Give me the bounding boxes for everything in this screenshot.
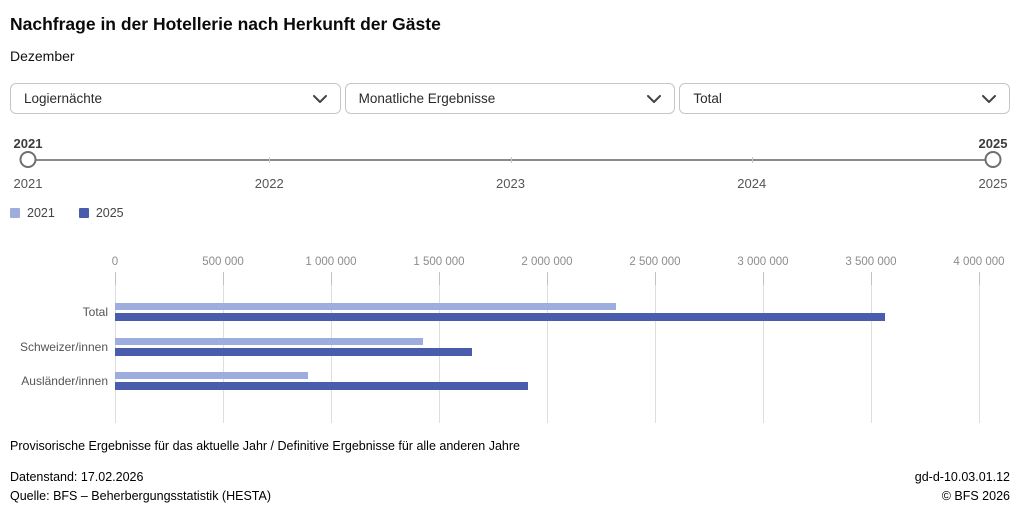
category-label: Total (82, 305, 108, 319)
gridline (979, 277, 980, 423)
bar-2021-Schweizer/innen[interactable] (115, 338, 423, 345)
slider-end-value: 2025 (978, 136, 1008, 151)
slider-track-tick (510, 157, 512, 163)
footer-right: gd-d-10.03.01.12 © BFS 2026 (915, 468, 1010, 506)
x-axis-tick-label: 500 000 (202, 256, 244, 268)
x-axis-tick-label: 1 500 000 (413, 256, 465, 268)
chevron-down-icon (647, 94, 662, 103)
year-range-slider: 2021 2025 2021 2022 2023 2024 2025 (10, 136, 1010, 192)
slider-track-tick (269, 157, 271, 163)
plot-area (115, 272, 1010, 423)
bar-2021-Ausländer/innen[interactable] (115, 372, 308, 379)
page-subtitle: Dezember (10, 48, 75, 64)
filter-bar: Logiernächte Monatliche Ergebnisse Total (10, 83, 1011, 114)
legend-swatch (78, 208, 89, 218)
axis-tick (439, 272, 440, 285)
legend-label: 2021 (27, 206, 55, 220)
category-label: Schweizer/innen (19, 340, 108, 354)
axis-tick (223, 272, 224, 285)
chart-note: Provisorische Ergebnisse für das aktuell… (10, 439, 520, 453)
gridline (655, 277, 656, 423)
axis-tick (331, 272, 332, 285)
legend-item-2021[interactable]: 2021 (10, 206, 55, 220)
x-axis-tick-label: 0 (111, 256, 119, 268)
gridline (763, 277, 764, 423)
x-axis-tick-label: 1 000 000 (305, 256, 357, 268)
x-axis-tick-label: 2 000 000 (521, 256, 573, 268)
chart-legend: 2021 2025 (10, 206, 1010, 220)
dropdown-indicator-value: Logiernächte (24, 91, 103, 106)
slider-track-tick (751, 157, 753, 163)
slider-tick-label: 2022 (254, 176, 284, 191)
footer-left: Datenstand: 17.02.2026 Quelle: BFS – Beh… (10, 468, 271, 506)
page-title: Nachfrage in der Hotellerie nach Herkunf… (10, 14, 441, 34)
axis-tick (547, 272, 548, 285)
axis-tick (115, 272, 116, 285)
gridline (871, 277, 872, 423)
slider-start-value: 2021 (13, 136, 43, 151)
dropdown-origin[interactable]: Total (679, 83, 1011, 114)
axis-tick (979, 272, 980, 285)
source: Quelle: BFS – Beherbergungsstatistik (HE… (10, 489, 271, 503)
bar-chart: 0 500 000 1 000 000 1 500 000 2 000 000 2 500… (10, 256, 1010, 423)
slider-tick-label: 2023 (496, 176, 525, 191)
dropdown-indicator[interactable]: Logiernächte (10, 83, 341, 114)
data-status: Datenstand: 17.02.2026 (10, 470, 144, 484)
chevron-down-icon (982, 94, 997, 103)
dropdown-origin-value: Total (693, 91, 722, 106)
x-axis-tick-label: 2 500 000 (629, 256, 681, 268)
axis-tick (763, 272, 764, 285)
slider-handle-start[interactable] (19, 151, 37, 168)
legend-item-2025[interactable]: 2025 (78, 206, 124, 220)
slider-tick-label: 2024 (737, 176, 767, 191)
category-label: Ausländer/innen (21, 374, 108, 388)
chevron-down-icon (312, 94, 327, 103)
x-axis-tick-label: 3 500 000 (845, 256, 897, 268)
hesta-chart-widget: Nachfrage in der Hotellerie nach Herkunf… (10, 14, 1011, 506)
bar-2025-Schweizer/innen[interactable] (115, 348, 472, 356)
footer: Datenstand: 17.02.2026 Quelle: BFS – Beh… (10, 468, 1010, 506)
bar-2021-Total[interactable] (115, 303, 616, 310)
legend-swatch (10, 208, 20, 218)
dropdown-periodicity[interactable]: Monatliche Ergebnisse (344, 83, 676, 114)
axis-tick (871, 272, 872, 285)
copyright: © BFS 2026 (941, 489, 1010, 503)
gridline (547, 277, 548, 423)
slider-handle-end[interactable] (984, 151, 1002, 168)
bar-2025-Total[interactable] (115, 313, 885, 321)
legend-label: 2025 (95, 206, 124, 220)
x-axis-tick-label: 3 000 000 (737, 256, 789, 268)
dropdown-periodicity-value: Monatliche Ergebnisse (358, 91, 496, 106)
axis-tick (655, 272, 656, 285)
figure-id: gd-d-10.03.01.12 (914, 470, 1010, 484)
slider-tick-label: 2021 (13, 176, 43, 191)
bar-2025-Ausländer/innen[interactable] (115, 382, 528, 390)
x-axis-tick-label: 4 000 000 (953, 256, 1005, 268)
slider-tick-label: 2025 (978, 176, 1008, 191)
